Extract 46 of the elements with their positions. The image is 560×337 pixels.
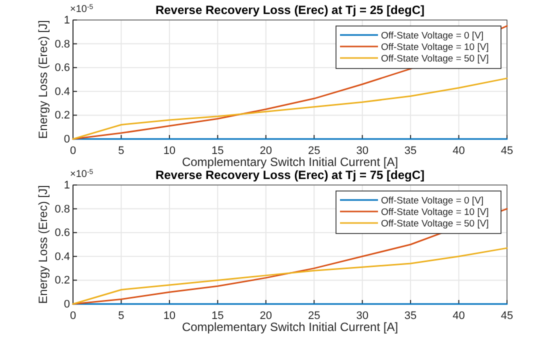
x-tick-label: 20 [260, 310, 272, 322]
text: ×10$^{-5}$ [70, 4, 94, 15]
x-tick-label: 15 [212, 310, 224, 322]
x-tick-label: 45 [500, 310, 514, 322]
line-series [72, 247, 508, 305]
legend-label: Off-State Voltage = 0 [V] [381, 196, 484, 206]
x-axis-title: Complementary Switch Initial Current [A] [182, 320, 398, 334]
x-tick-label: 30 [356, 310, 368, 322]
legend-label: Off-State Voltage = 50 [V] [381, 218, 489, 230]
y-tick-label: 0.2 [54, 110, 70, 122]
x-tick-label: 25 [308, 145, 320, 158]
y-tick-label: 0.6 [54, 62, 70, 74]
x-tick-label: 15 [212, 145, 224, 158]
y-tick-label: 0.8 [54, 203, 70, 216]
x-tick-label: 30 [356, 145, 368, 158]
y-tick-label: 1 [64, 14, 70, 27]
y-tick-label: 0.8 [54, 38, 70, 50]
x-tick-label: 35 [404, 145, 417, 158]
chart-title: Reverse Recovery Loss (Erec) at Tj = 25 [degC] [155, 3, 425, 17]
y-tick-label: 0.6 [54, 227, 70, 240]
x-tick-label: 35 [404, 310, 417, 322]
x-tick-label: 5 [118, 310, 124, 322]
chart-title: Reverse Recovery Loss (Erec) at Tj = 75 [degC] [155, 168, 425, 182]
x-tick-label: 25 [308, 310, 320, 322]
y-tick-label: 0.4 [54, 86, 70, 98]
y-tick-label: 0.2 [54, 274, 70, 287]
x-tick-label: 20 [260, 145, 272, 158]
x-tick-label: 5 [118, 145, 124, 158]
y-tick-label: 0.4 [54, 250, 70, 263]
legend-label: Off-State Voltage = 10 [V] [381, 42, 489, 53]
x-axis-title: Complementary Switch Initial Current [A] [182, 155, 398, 169]
x-tick-label: 45 [500, 145, 514, 158]
line-series [72, 78, 508, 140]
x-tick-label: 10 [163, 145, 176, 158]
y-tick-label: 0 [64, 134, 70, 146]
y-tick-label: 1 [64, 180, 70, 192]
text: ×10$^{-5}$ [70, 168, 94, 180]
legend-label: Off-State Voltage = 10 [V] [381, 207, 489, 218]
y-axis-title: Energy Loss (Erec) [J] [36, 185, 50, 304]
legend-label: Off-State Voltage = 0 [V] [381, 30, 484, 42]
x-tick-label: 10 [163, 310, 176, 322]
x-tick-label: 40 [452, 145, 465, 158]
x-tick-label: 40 [452, 310, 465, 322]
y-tick-label: 0 [64, 298, 70, 311]
y-axis-title: Energy Loss (Erec) [J] [36, 20, 50, 139]
legend-label: Off-State Voltage = 50 [V] [381, 54, 489, 64]
